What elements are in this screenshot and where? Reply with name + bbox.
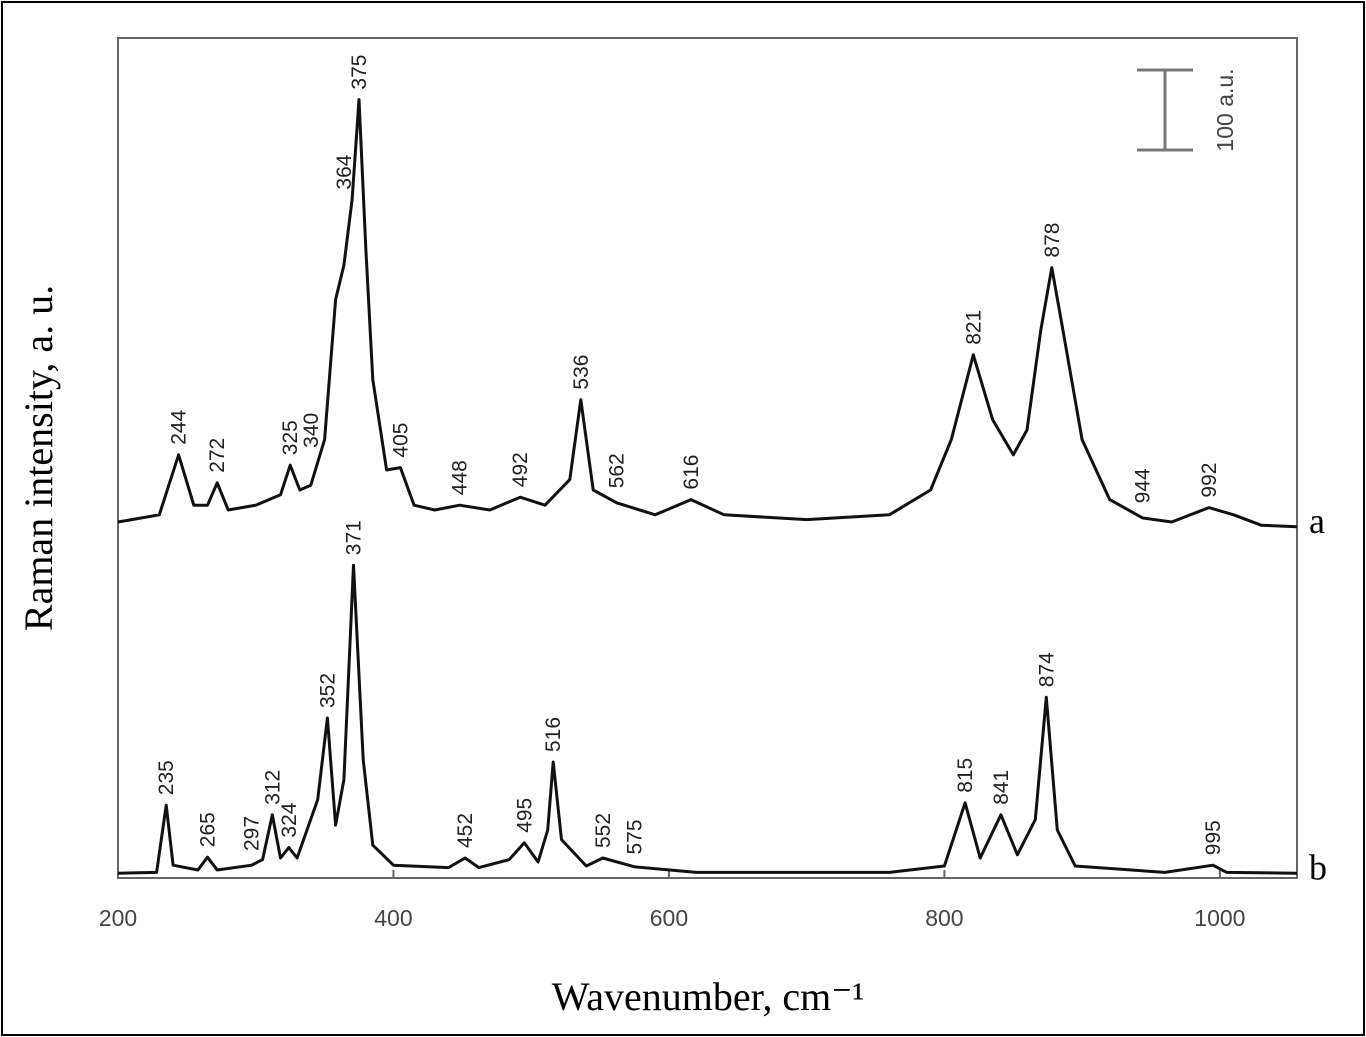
peak-label: 405 <box>389 423 412 458</box>
spectrum-line <box>117 98 1298 529</box>
peak-label: 375 <box>348 55 371 90</box>
peak-label: 562 <box>606 453 629 488</box>
x-tick-label: 1000 <box>1194 905 1245 931</box>
plot-frame <box>117 37 1298 879</box>
peak-label: 312 <box>261 770 284 805</box>
peak-label: 821 <box>962 310 985 345</box>
series-label: a <box>1309 501 1325 541</box>
peak-label: 452 <box>454 813 477 848</box>
peak-label: 324 <box>278 802 301 837</box>
peak-label: 552 <box>592 813 615 848</box>
peak-label: 448 <box>449 460 472 495</box>
peak-label: 944 <box>1132 468 1155 503</box>
peak-label: 235 <box>155 760 178 795</box>
x-tick-label: 600 <box>650 905 688 931</box>
peak-label: 265 <box>197 812 220 847</box>
x-tick-label: 200 <box>99 905 137 931</box>
peak-label: 340 <box>300 413 323 448</box>
peak-label: 874 <box>1035 652 1058 687</box>
x-tick-label: 400 <box>374 905 412 931</box>
peak-label: 325 <box>279 420 302 455</box>
x-tick-label: 800 <box>925 905 963 931</box>
peak-label: 244 <box>168 409 191 444</box>
peak-label: 841 <box>990 770 1013 805</box>
peak-label: 272 <box>206 438 229 473</box>
peak-label: 516 <box>542 717 565 752</box>
peak-label: 992 <box>1198 463 1221 498</box>
spectrum-line <box>117 563 1298 875</box>
peak-label: 616 <box>680 455 703 490</box>
peak-label: 352 <box>316 673 339 708</box>
peak-label: 878 <box>1041 223 1064 258</box>
y-axis-title: Raman intensity, a. u. <box>16 285 61 631</box>
peak-label: 364 <box>333 154 356 189</box>
peak-label: 495 <box>513 798 536 833</box>
scale-bar-label: 100 a.u. <box>1212 68 1238 151</box>
series-label: b <box>1309 847 1327 887</box>
peak-label: 815 <box>954 758 977 793</box>
peak-label: 536 <box>570 355 593 390</box>
peak-label: 492 <box>509 452 532 487</box>
peak-label: 371 <box>343 520 366 555</box>
peak-label: 575 <box>624 819 647 854</box>
peak-label: 297 <box>241 816 264 851</box>
x-axis-title: Wavenumber, cm⁻¹ <box>552 974 865 1019</box>
peak-label: 995 <box>1202 820 1225 855</box>
scale-bar <box>1137 68 1193 152</box>
